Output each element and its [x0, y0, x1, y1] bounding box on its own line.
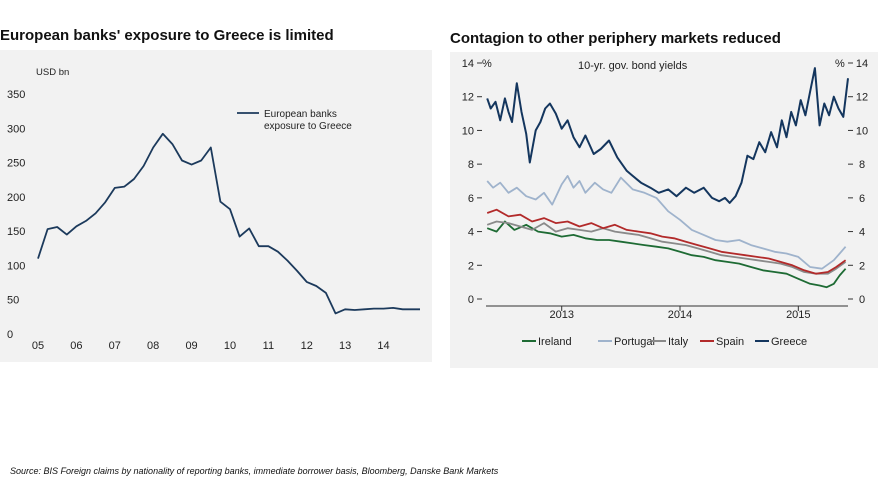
- y-tick-label: 200: [7, 192, 25, 204]
- y-tick-label-right: 14: [856, 58, 868, 70]
- left-chart-title: European banks' exposure to Greece is li…: [0, 27, 334, 44]
- x-tick-label: 2013: [549, 309, 573, 321]
- series-line-italy: [486, 220, 847, 275]
- legend-label-portugal: Portugal: [614, 336, 655, 348]
- y-tick-label-left: 10: [462, 125, 474, 137]
- y-tick-label: 350: [7, 89, 25, 101]
- y-tick-label-right: 6: [859, 193, 865, 205]
- x-tick-label: 2015: [786, 309, 810, 321]
- y-tick-label: 50: [7, 295, 19, 307]
- x-tick-label: 10: [224, 340, 236, 352]
- legend-label-spain: Spain: [716, 336, 744, 348]
- y-tick-label-right: 8: [859, 159, 865, 171]
- y-tick-label-right: 0: [859, 294, 865, 306]
- y-axis-unit-right: %: [835, 58, 845, 70]
- series-line-greece: [486, 67, 849, 204]
- y-tick-label: 300: [7, 123, 25, 135]
- legend-label: European banks: [264, 109, 337, 120]
- y-tick-label-left: 14: [462, 58, 474, 70]
- series-line-portugal: [486, 175, 847, 270]
- y-tick-label: 0: [7, 329, 13, 341]
- y-tick-label-right: 12: [856, 92, 868, 104]
- y-tick-label-right: 10: [856, 125, 868, 137]
- legend-label-italy: Italy: [668, 336, 689, 348]
- x-tick-label: 08: [147, 340, 159, 352]
- left-chart: 0 50 100 150 200 250 300 350 05 06 07 08 09 10 11 12 13 1…: [7, 67, 420, 352]
- source-note: Source: BIS Foreign claims by nationalit…: [10, 466, 499, 476]
- y-tick-label: 150: [7, 226, 25, 238]
- y-tick-label-right: 4: [859, 227, 865, 239]
- series-line-ireland: [486, 220, 847, 289]
- y-tick-label-left: 2: [468, 260, 474, 272]
- legend-label: exposure to Greece: [264, 121, 352, 132]
- left-chart-panel: 0 50 100 150 200 250 300 350 05 06 07 08 09 10 11 12 13 1…: [0, 50, 432, 362]
- x-tick-label: 06: [70, 340, 82, 352]
- x-tick-label: 2014: [668, 309, 692, 321]
- right-chart: 0 0 2 2 4 4 6 6 8 8 10 10 12 12 14 14% % 10-yr. gov. bond…: [462, 58, 868, 348]
- legend-label-greece: Greece: [771, 336, 807, 348]
- x-tick-label: 13: [339, 340, 351, 352]
- y-tick-label-left: 6: [468, 193, 474, 205]
- x-tick-label: 12: [301, 340, 313, 352]
- x-tick-label: 05: [32, 340, 44, 352]
- x-tick-label: 07: [109, 340, 121, 352]
- y-tick-label-left: 12: [462, 92, 474, 104]
- x-tick-label: 09: [185, 340, 197, 352]
- y-axis-label: USD bn: [36, 67, 69, 78]
- y-tick-label-right: 2: [859, 260, 865, 272]
- x-tick-label: 14: [377, 340, 389, 352]
- y-tick-label: 100: [7, 260, 25, 272]
- y-tick-label-left: 4: [468, 227, 474, 239]
- right-chart-panel: 0 0 2 2 4 4 6 6 8 8 10 10 12 12 14 14%% 10-yr. gov. bond…: [450, 52, 878, 368]
- y-tick-label-left: 8: [468, 159, 474, 171]
- y-axis-unit-left: %: [482, 58, 492, 70]
- series-line-exposure: [37, 132, 420, 315]
- x-tick-label: 11: [263, 340, 274, 352]
- y-tick-label: 250: [7, 158, 25, 170]
- y-tick-label-left: 0: [468, 294, 474, 306]
- series-line-spain: [486, 208, 847, 275]
- chart-subtitle: 10-yr. gov. bond yields: [578, 60, 688, 72]
- legend-label-ireland: Ireland: [538, 336, 572, 348]
- right-chart-title: Contagion to other periphery markets red…: [450, 30, 781, 47]
